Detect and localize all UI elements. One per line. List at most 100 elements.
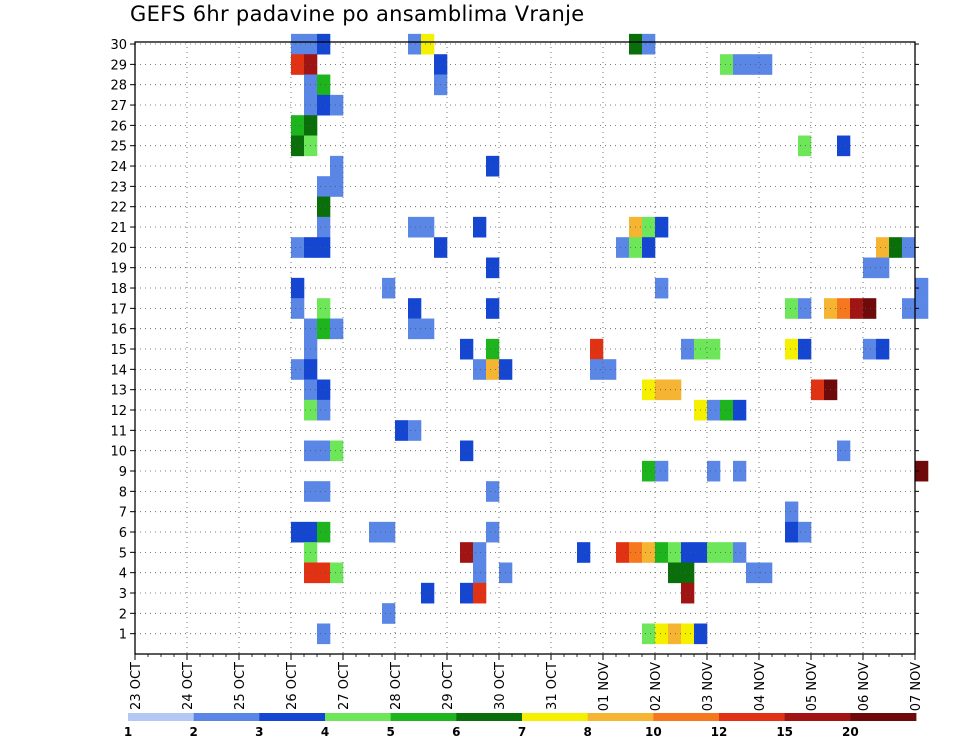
heatmap-cell [317,399,331,421]
heatmap-cell [681,338,695,360]
heatmap-cell [811,379,825,401]
heatmap-cell [668,379,682,401]
x-tick-label: 29 OCT [441,662,456,710]
heatmap-cell [317,196,331,218]
heatmap-cell [876,338,890,360]
heatmap-cell [642,33,656,55]
heatmap-cell [642,460,656,482]
y-tick-label: 6 [119,526,127,541]
heatmap-cell [330,440,344,462]
colorbar-label: 3 [255,725,263,739]
heatmap-cell [291,115,305,136]
heatmap-cell [720,399,734,421]
heatmap-cell [707,460,721,482]
heatmap-cell [330,318,344,340]
heatmap-cell [733,399,747,421]
colorbar-label: 12 [711,725,728,739]
y-tick-label: 4 [119,567,127,582]
heatmap-cell [668,542,682,563]
y-tick-label: 28 [110,79,127,94]
heatmap-cell [486,521,500,543]
colorbar-swatch [193,713,260,721]
heatmap-cell [330,562,344,584]
heatmap-cell [317,379,331,401]
heatmap-cell [408,216,422,238]
colorbar-label: 1 [124,725,132,739]
heatmap-cell [408,318,422,340]
colorbar-label: 8 [583,725,591,739]
colorbar-swatch [587,713,654,721]
heatmap-cell [421,216,435,238]
heatmap-cell [733,460,747,482]
colorbar-label: 4 [321,725,329,739]
colorbar-label: 20 [842,725,859,739]
chart-title: GEFS 6hr padavine po ansamblima Vranje [130,2,585,26]
heatmap-cell [473,582,487,604]
heatmap-cell [291,521,305,543]
heatmap-cell [460,440,474,462]
colorbar-label: 6 [452,725,460,739]
heatmap-cell [655,460,669,482]
heatmap-cell [642,216,656,238]
heatmap-cell [330,176,344,197]
heatmap-cell [902,237,916,258]
x-tick-label: 05 NOV [805,662,820,711]
y-tick-label: 14 [110,363,127,378]
heatmap-cell [720,542,734,563]
heatmap-cell [486,338,500,360]
y-tick-label: 25 [110,140,127,155]
heatmap-cell [915,298,929,319]
heatmap-cell [785,521,799,543]
heatmap-cell [915,460,929,482]
heatmap-cell [473,216,487,238]
heatmap-cell [421,582,435,604]
heatmap-cell [291,359,305,380]
y-tick-label: 15 [110,343,127,358]
heatmap-cell [486,155,500,177]
heatmap-cell [382,277,396,299]
heatmap-cell [486,359,500,380]
heatmap-cell [317,237,331,258]
heatmap-cell [668,623,682,645]
y-tick-label: 22 [110,201,127,216]
heatmap-cell [486,298,500,319]
heatmap-cell [317,562,331,584]
heatmap-cell [460,338,474,360]
heatmap-cell [707,399,721,421]
y-tick-label: 10 [110,445,127,460]
x-tick-label: 30 OCT [493,662,508,710]
y-tick-label: 21 [110,221,127,236]
heatmap-cell [681,542,695,563]
heatmap-cell [837,135,851,157]
heatmap-cell [590,359,604,380]
x-tick-label: 26 OCT [285,662,300,710]
heatmap-cell [746,562,760,584]
y-tick-label: 19 [110,262,127,277]
heatmap-cell [733,542,747,563]
heatmap-cell [876,257,890,279]
heatmap-cell [837,440,851,462]
heatmap-cell [785,298,799,319]
heatmap-cell [785,501,799,523]
heatmap-cell [655,379,669,401]
heatmap-cell [681,562,695,584]
heatmap-cell [291,33,305,55]
heatmap-cell [798,521,812,543]
heatmap-cell [317,176,331,197]
heatmap-cell [486,481,500,502]
colorbar-label: 15 [776,725,793,739]
heatmap-cell [850,298,864,319]
heatmap-cell [408,298,422,319]
heatmap-cell [655,277,669,299]
heatmap-cell [603,359,617,380]
colorbar-swatch [259,713,326,721]
heatmap-cell [460,582,474,604]
heatmap-cell [863,338,877,360]
colorbar-swatch [784,713,851,721]
y-tick-label: 27 [110,99,127,114]
heatmap-cell [863,298,877,319]
heatmap-cell [317,623,331,645]
y-tick-label: 17 [110,302,127,317]
y-tick-label: 24 [110,160,127,175]
heatmap-cell [863,257,877,279]
